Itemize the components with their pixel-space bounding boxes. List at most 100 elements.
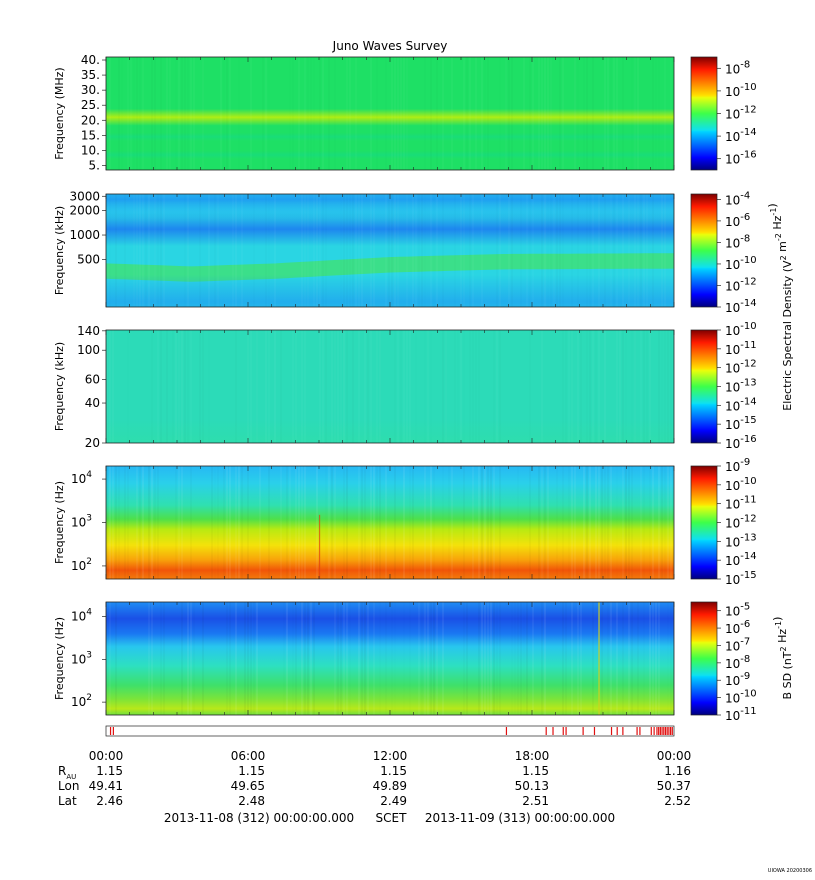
- colorbar-tick-label: 10-11: [725, 495, 757, 512]
- colorbar-tick-label: 10-11: [725, 340, 757, 357]
- emission-band: [106, 253, 674, 282]
- colorbar-tick-label: 10-15: [725, 415, 757, 432]
- emission-band: [106, 150, 674, 160]
- colorbar-tick-label: 10-16: [725, 434, 757, 451]
- y-tick-label: 103: [71, 650, 92, 666]
- colorbar-tick-label: 10-12: [725, 514, 757, 531]
- ephemeris-value: 50.37: [657, 779, 691, 793]
- colorbar-tick-label: 10-14: [725, 396, 757, 413]
- colorbar-tick-label: 10-10: [725, 476, 757, 493]
- colorbar-tick-label: 10-8: [725, 654, 750, 671]
- colorbar-2: 10-4 10-6 10-8 10-10 10-12 10-14: [690, 190, 757, 315]
- colorbar-tick-label: 10-5: [725, 602, 750, 619]
- time-range-footer: 2013-11-08 (312) 00:00:00.000 SCET 2013-…: [164, 811, 615, 825]
- ephemeris-value: 1.15: [380, 764, 407, 778]
- y-tick-label: 15.: [81, 128, 100, 142]
- time-range-end: 2013-11-09 (313) 00:00:00.000: [425, 811, 615, 825]
- colorbar-1: 10-8 10-10 10-12 10-14 10-16: [690, 56, 757, 171]
- y-tick-label: 100: [77, 343, 100, 357]
- electric-density-label: Electric Spectral Density (V2 m-2 Hz-1): [766, 203, 794, 410]
- emission-band: [106, 108, 674, 126]
- colorbar-tick-label: 10-16: [725, 150, 757, 167]
- y-tick-label: 2000: [69, 204, 100, 218]
- ephemeris-value: 2.49: [380, 794, 407, 808]
- ephemeris-value: 1.16: [664, 764, 691, 778]
- y-axis-label: Frequency (Hz): [53, 481, 66, 564]
- colorbar-tick-label: 10-10: [725, 82, 757, 99]
- magnetic-density-label: B SD (nT2 Hz-1): [771, 617, 794, 700]
- time-axis: 00:00 06:00 12:00 18:00 00:00: [89, 749, 692, 763]
- y-tick-label: 10.: [81, 143, 100, 157]
- ephemeris-value: 49.89: [373, 779, 407, 793]
- spectrogram-texture: [109, 466, 674, 579]
- y-tick-label: 60: [85, 373, 100, 387]
- y-tick-label: 35.: [81, 68, 100, 82]
- y-tick-label: 1000: [69, 228, 100, 242]
- y-tick-label: 104: [71, 470, 92, 486]
- spectral-gradient: [106, 602, 674, 715]
- colorbar-tick-label: 10-4: [725, 190, 750, 207]
- emission-band: [106, 132, 674, 141]
- y-tick-label: 140: [77, 324, 100, 338]
- y-tick-label: 40.: [81, 53, 100, 67]
- spectrogram-panel-1: 40.35.30.25.20.15.10.5. Frequency (MHz) 10…: [53, 53, 757, 172]
- time-tick-label: 00:00: [89, 749, 124, 763]
- y-tick-label: 103: [71, 514, 92, 530]
- colorbar-tick-label: 10-9: [725, 671, 750, 688]
- ephemeris-value: 50.13: [515, 779, 549, 793]
- colorbar-tick-label: 10-8: [725, 233, 750, 250]
- colorbar-tick-label: 10-12: [725, 276, 757, 293]
- y-axis-label: Frequency (MHz): [53, 67, 66, 159]
- emission-band: [106, 200, 674, 221]
- y-axis-label: Frequency (kHz): [53, 206, 66, 295]
- colorbar-tick-label: 10-10: [725, 321, 757, 338]
- colorbar-tick-label: 10-9: [725, 457, 750, 474]
- colorbar-tick-label: 10-12: [725, 359, 757, 376]
- ephemeris-value: 2.52: [664, 794, 691, 808]
- time-tick-label: 00:00: [657, 749, 692, 763]
- ephemeris-value: 2.48: [238, 794, 265, 808]
- ephemeris-value: 1.15: [238, 764, 265, 778]
- ephemeris-value: 2.46: [96, 794, 123, 808]
- y-tick-label: 3000: [69, 189, 100, 203]
- ephemeris-value: 49.65: [231, 779, 265, 793]
- emission-band: [106, 274, 674, 307]
- colorbar-tick-label: 10-13: [725, 532, 757, 549]
- time-tick-label: 18:00: [515, 749, 550, 763]
- y-tick-label: 104: [71, 608, 92, 624]
- ephemeris-row-label: Lon: [58, 779, 79, 793]
- mode-strip: [105, 725, 675, 737]
- y-tick-label: 25.: [81, 98, 100, 112]
- ephemeris-value: 49.41: [89, 779, 123, 793]
- colorbar-tick-label: 10-8: [725, 59, 750, 76]
- emission-band: [106, 419, 674, 443]
- y-tick-label: 102: [71, 693, 92, 709]
- y-tick-label: 102: [71, 557, 92, 573]
- time-range-start: 2013-11-08 (312) 00:00:00.000: [164, 811, 354, 825]
- spectral-gradient: [106, 466, 674, 579]
- time-tick-label: 06:00: [231, 749, 266, 763]
- colorbar-axis-labels: Electric Spectral Density (V2 m-2 Hz-1) B…: [766, 203, 794, 699]
- colorbar-tick-label: 10-6: [725, 619, 750, 636]
- spectrogram-texture: [109, 602, 660, 715]
- y-tick-label: 20: [85, 436, 100, 450]
- time-range-label: SCET: [376, 811, 408, 825]
- y-tick-label: 20.: [81, 113, 100, 127]
- colorbar-tick-label: 10-15: [725, 570, 757, 587]
- footer-tag: UIOWA 20200306: [768, 868, 812, 874]
- colorbar-tick-label: 10-14: [725, 127, 757, 144]
- y-tick-label: 40: [85, 396, 100, 410]
- colorbar-tick-label: 10-12: [725, 105, 757, 122]
- colorbar-tick-label: 10-7: [725, 636, 750, 653]
- figure-title: Juno Waves Survey: [332, 39, 448, 53]
- ephemeris-row-label: Lat: [58, 794, 77, 808]
- colorbar-tick-label: 10-14: [725, 551, 757, 568]
- ephemeris-value: 2.51: [522, 794, 549, 808]
